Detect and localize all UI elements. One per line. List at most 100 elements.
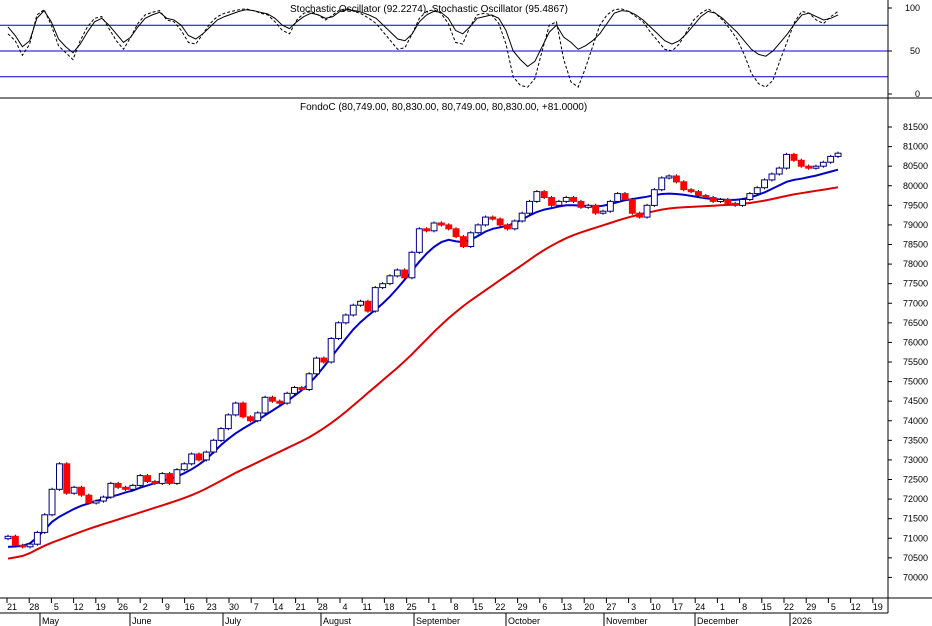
candle-body [63,463,71,494]
candle-body [136,475,144,486]
candle-body [56,463,63,490]
x-tick-label: 14 [273,602,283,612]
x-tick-label: 27 [606,602,616,612]
candle-body [114,482,122,488]
price-y-tick-label: 78500 [903,240,928,250]
candle-body [827,155,835,163]
candle-body [709,197,717,202]
candle-body [122,486,129,490]
candle-body [717,199,724,202]
candle-body [430,222,438,232]
price-y-tick-label: 76500 [903,318,928,328]
candle-body [482,216,489,226]
x-tick-label: 5 [54,602,59,612]
candle-body [85,494,93,504]
x-tick-label: 24 [695,602,705,612]
candle-body [614,193,622,202]
candle-body [305,373,313,390]
x-tick-label: 9 [165,602,170,612]
candle-body [628,199,636,214]
candle-body [217,428,225,441]
candle-body [188,453,196,465]
candle-body [511,220,519,230]
x-tick-label: 1 [720,602,725,612]
candle-body [386,275,394,285]
candle-body [746,193,754,201]
price-y-tick-label: 81500 [903,122,928,132]
month-label: December [697,616,739,626]
price-y-tick-label: 70500 [903,553,928,563]
candle-body [33,531,41,545]
candle-body [92,500,100,504]
candle-body [812,165,820,169]
x-tick-label: 29 [518,602,528,612]
candle-body [452,228,460,238]
candle-body [518,212,526,222]
candle-body [158,473,166,484]
candle-body [41,514,49,533]
price-y-tick-label: 70000 [903,572,928,582]
candle-body [415,228,423,253]
price-y-tick-label: 74500 [903,396,928,406]
candle-body [423,228,431,232]
x-tick-label: 6 [542,602,547,612]
candle-body [107,482,115,498]
candle-body [19,544,27,548]
month-label: July [225,616,242,626]
month-label: August [323,616,352,626]
x-tick-label: 5 [831,602,836,612]
price-y-tick-label: 81000 [903,142,928,152]
x-tick-label: 20 [584,602,594,612]
x-tick-label: 28 [318,602,328,612]
candle-body [78,486,85,496]
x-tick-label: 11 [363,602,372,612]
month-label: 2026 [792,616,812,626]
candle-body [276,400,284,404]
candle-body [100,496,107,502]
stochastic-series-line [7,8,839,88]
candle-body [247,416,254,422]
price-y-tick-label: 80000 [903,181,928,191]
x-tick-label: 12 [74,602,84,612]
candle-body [562,197,570,202]
x-tick-label: 2 [143,602,148,612]
candle-body [650,189,658,206]
month-label: October [508,616,540,626]
candle-body [526,200,533,214]
candle-body [489,216,497,220]
price-y-tick-label: 71000 [903,533,928,543]
x-tick-label: 19 [873,602,883,612]
x-tick-label: 19 [96,602,106,612]
price-y-tick-label: 76000 [903,337,928,347]
candle-body [540,191,548,199]
candle-body [437,222,445,226]
candle-body [775,167,783,175]
candle-body [254,412,262,422]
moving-average-line [7,186,839,560]
candle-body [665,175,673,179]
candle-body [680,181,688,191]
candle-body [658,177,666,191]
price-y-tick-label: 78000 [903,259,928,269]
candle-body [261,396,269,414]
x-tick-label: 15 [762,602,772,612]
price-y-tick-label: 71500 [903,514,928,524]
price-y-tick-label: 75500 [903,357,928,367]
stochastic-panel: 100 50 0 [0,3,920,99]
candle-body [364,300,372,312]
candle-body [357,300,365,306]
candle-body [269,396,276,402]
x-tick-label: 17 [673,602,683,612]
x-tick-label: 26 [118,602,128,612]
price-title: FondoC (80,749.00, 80,830.00, 80,749.00,… [300,102,587,113]
candle-body [342,314,350,324]
candle-body [298,387,306,390]
candle-body [584,204,592,208]
candle-body [144,475,152,483]
candle-body [173,469,181,484]
x-tick-label: 23 [207,602,217,612]
candle-body [467,232,475,248]
candle-body [474,224,482,234]
candle-body [401,269,409,279]
